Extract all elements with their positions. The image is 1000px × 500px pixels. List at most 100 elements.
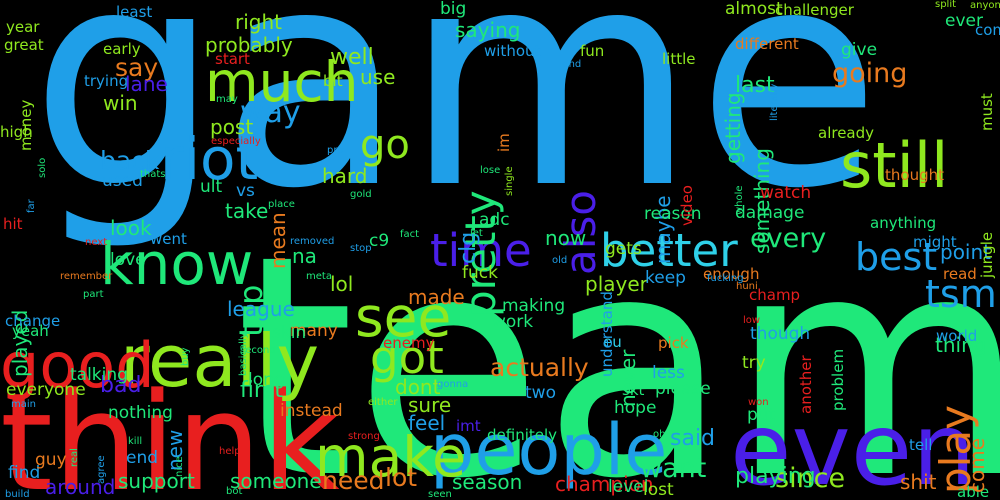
word-lot: lot [385, 463, 418, 492]
word-pro: pro [327, 145, 344, 156]
word-tell: tell [909, 436, 933, 454]
word-little: little [662, 50, 696, 68]
word-fuck: fuck [462, 263, 498, 283]
word-huni: huni [736, 281, 758, 292]
word-league: league [227, 297, 295, 321]
word-whole: whole [734, 185, 745, 215]
word-part: part [83, 289, 104, 300]
word-go: go [360, 122, 410, 168]
word-team: team [235, 190, 1000, 500]
word-everyone: everyone [6, 380, 86, 400]
word-come: come [965, 437, 989, 493]
word-hard: hard [322, 164, 368, 188]
word-gets: gets [605, 239, 642, 259]
word-na: na [292, 244, 317, 268]
word-dont: dont [395, 375, 441, 399]
word-without: without [484, 42, 541, 60]
word-least: least [116, 3, 153, 21]
word-post: post [210, 115, 254, 139]
word-sure: sure [408, 393, 452, 417]
word-watch: watch [760, 183, 812, 203]
word-tsm: tsm [925, 272, 997, 316]
word-since: since [775, 463, 846, 494]
word-make: make [315, 425, 467, 489]
word-think: think [0, 364, 340, 500]
word-though: though [750, 324, 811, 344]
word-great: great [4, 36, 44, 54]
word-challenger: challenger [775, 1, 854, 19]
word-making: making [502, 296, 566, 316]
word-really: really [120, 319, 320, 403]
word-right: right [235, 10, 282, 34]
word-bot: bot [226, 486, 243, 497]
word-hit: hit [3, 215, 23, 233]
word-say: say [115, 53, 159, 82]
word-reason: reason [644, 204, 702, 224]
word-trying: trying [84, 72, 129, 90]
word-main: main [11, 399, 36, 410]
word-better: better [600, 224, 738, 277]
word-strong: strong [348, 431, 380, 442]
word-seen: seen [428, 489, 452, 500]
word-definitely: definitely [487, 426, 558, 444]
word-gold: gold [350, 189, 372, 200]
word-time: time [430, 224, 532, 277]
word-put: put [747, 405, 776, 425]
word-guy: guy [35, 450, 67, 470]
word-c9: c9 [369, 231, 390, 251]
word-especially: especially [211, 136, 261, 147]
word-level: level [608, 477, 649, 497]
word-instead: instead [280, 401, 343, 421]
word-want: want [640, 453, 707, 484]
word-actually: actually [490, 353, 589, 382]
word-world: world [936, 327, 978, 345]
word-last: last [735, 73, 775, 98]
word-less: less [652, 363, 685, 383]
word-bad: bad [100, 373, 142, 398]
word-feel: feel [408, 411, 446, 435]
word-old: old [552, 255, 568, 266]
word-best: best [855, 235, 938, 279]
word-enemy: enemy [383, 334, 435, 352]
word-find: find [8, 463, 41, 483]
word-give: give [841, 40, 878, 60]
word-champ: champ [749, 286, 801, 304]
word-next: next [85, 237, 108, 248]
word-help: help [219, 446, 241, 457]
word-player: player [585, 272, 648, 296]
word-big: big [440, 0, 467, 19]
word-real: real [69, 448, 80, 467]
word-use: use [360, 65, 396, 89]
word-every: every [750, 223, 827, 254]
word-champion: champion [555, 472, 654, 496]
word-oh: oh [653, 429, 666, 440]
word-almost: almost [725, 0, 783, 19]
word-buy: buy [180, 347, 191, 366]
word-back: back [100, 146, 160, 175]
word-support: support [118, 469, 195, 493]
word-skin: skin [272, 323, 307, 343]
word-change: change [5, 312, 61, 330]
word-split: split [935, 0, 957, 10]
word-going: going [832, 58, 908, 89]
word-keep: keep [645, 268, 686, 288]
word-way: way [240, 95, 301, 130]
word-around: around [45, 475, 116, 499]
word-well: well [330, 45, 374, 70]
word-mean: mean [266, 212, 290, 269]
word-look: look [110, 216, 152, 240]
word-nothing: nothing [108, 403, 173, 423]
word-low: low [743, 315, 761, 326]
word-may: may [216, 94, 238, 105]
word-single: single [504, 166, 515, 196]
word-much: much [205, 50, 359, 114]
word-yeah: yeah [12, 322, 49, 340]
word-still: still [840, 129, 949, 202]
word-damage: damage [735, 203, 805, 223]
word-someone: someone [230, 469, 322, 493]
word-anyone: anyone [970, 0, 1000, 11]
word-early: early [103, 40, 141, 58]
word-fucking: fucking [707, 273, 744, 284]
word-thought: thought [885, 166, 944, 184]
